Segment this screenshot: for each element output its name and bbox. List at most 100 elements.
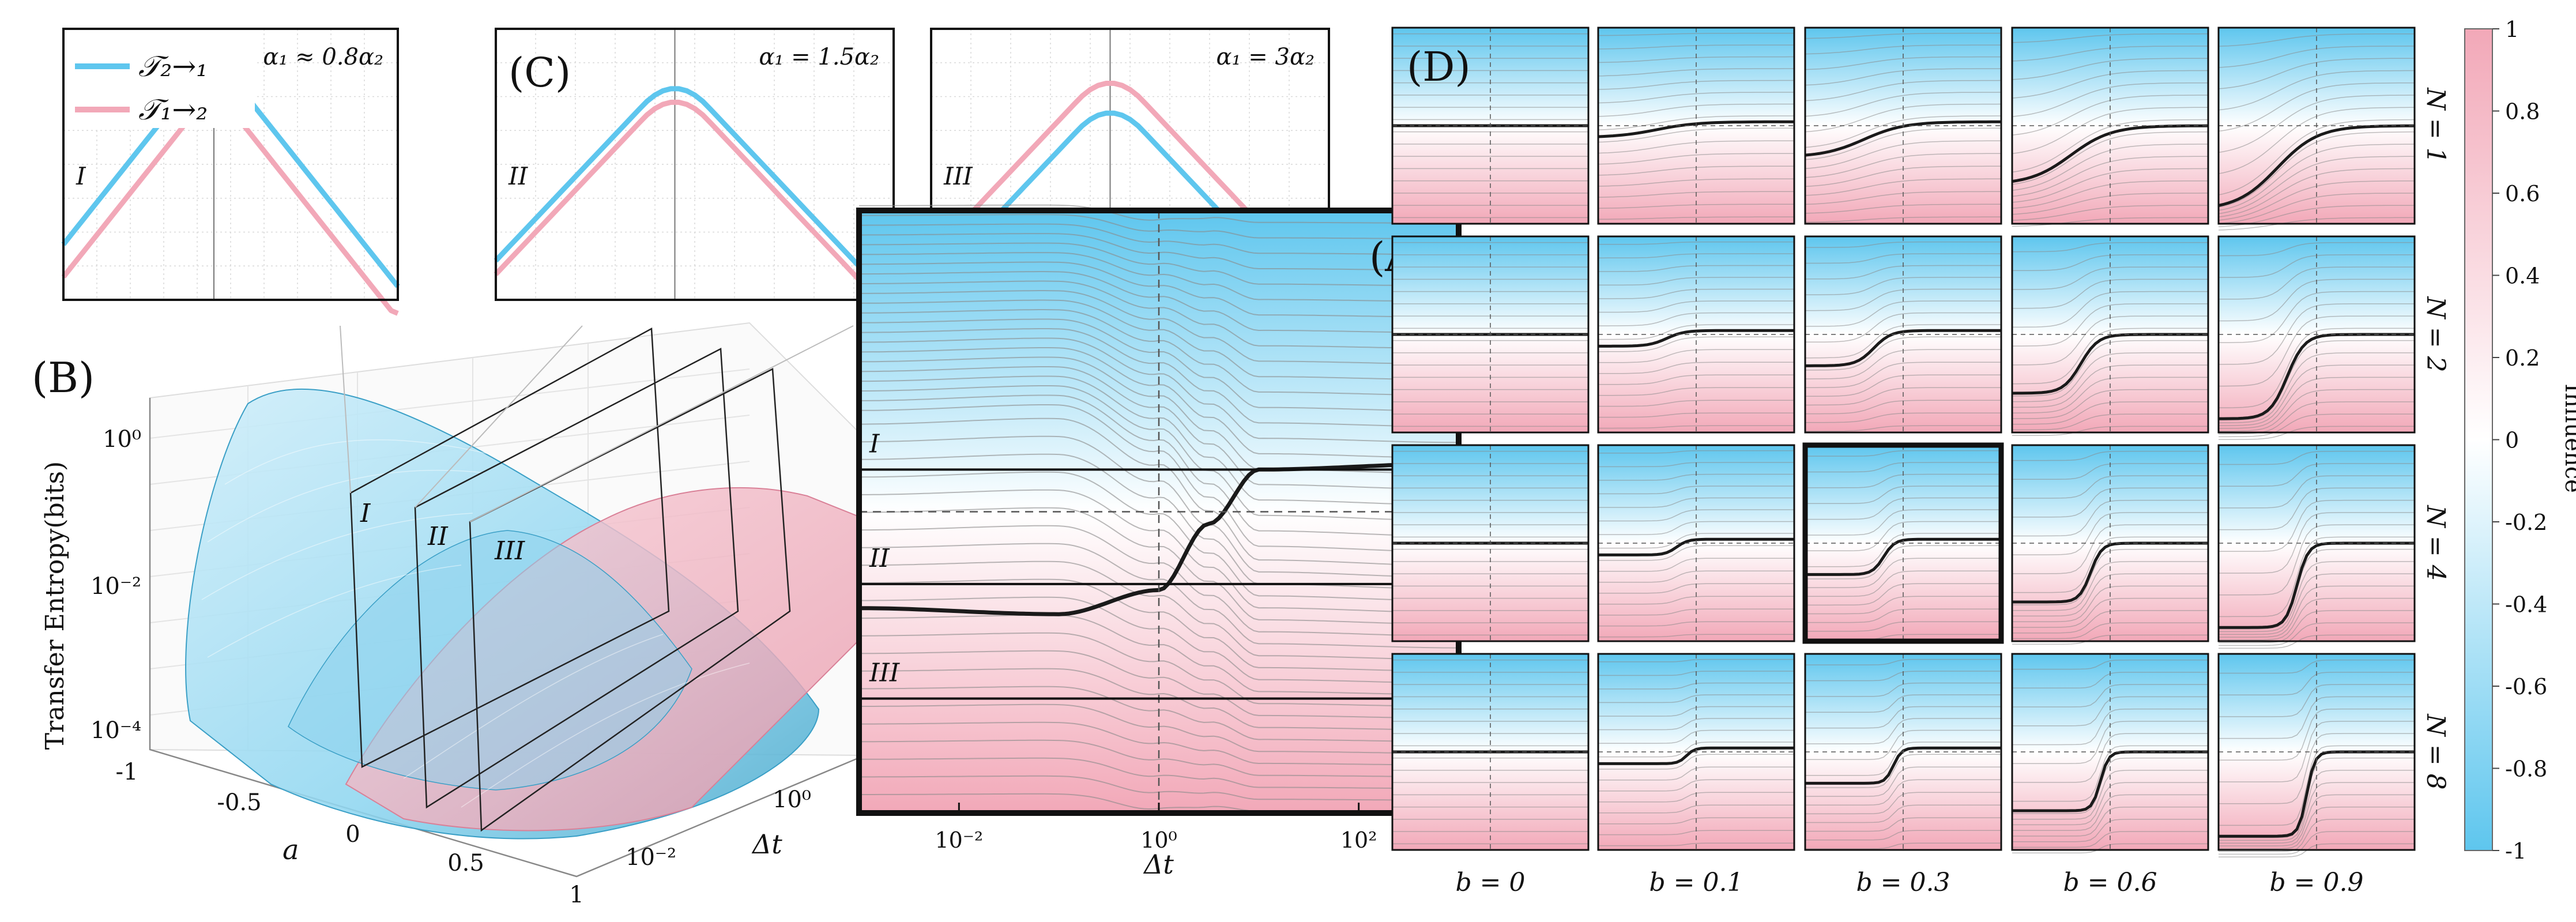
panel-d-column-label: b = 0 [1456, 868, 1526, 897]
panel-d-contour-line [1805, 115, 2001, 148]
panel-d-contour-line [1598, 362, 1794, 374]
panel-d-cell [2217, 235, 2416, 440]
panel-d-contour-line [1805, 216, 2001, 223]
panel-d-contour-line [1805, 842, 2001, 849]
panel-d-contour-line [1598, 153, 1794, 165]
panel-d-contour-line [1805, 754, 2001, 788]
colorbar-tick-label: 0.8 [2505, 99, 2540, 125]
panel-d-cell [1597, 444, 1795, 642]
panel-d-contour-line [1598, 178, 1794, 187]
panel-d-contour-line [2218, 352, 2415, 424]
panel-d-contour-line [1598, 68, 1794, 77]
panel-c-inset-frame [62, 28, 399, 301]
panel-b-slice-label: II [427, 522, 449, 551]
panel-b-dt-tick: 10⁻² [626, 844, 676, 871]
panel-d-contour-line [2012, 757, 2208, 814]
panel-d-contour-line [2012, 328, 2208, 385]
panel-d-column-label: b = 0.1 [1649, 868, 1743, 897]
panel-d-cell-frame [2011, 653, 2209, 851]
panel-b-slice-planes [349, 327, 791, 832]
panel-c-roman-label: II [508, 162, 529, 190]
panel-b-z-label: Transfer Entropy(bits) [40, 461, 70, 750]
panel-d-contour-line [1805, 312, 2001, 343]
panel-a-slice-label: I [869, 429, 880, 458]
panel-d-contour-line [1598, 545, 1794, 561]
panel-d-cell [2011, 653, 2209, 854]
panel-d-highlight-frame [1802, 442, 2004, 644]
panel-d-cell [1597, 27, 1795, 225]
panel-a-contour-line [859, 337, 1459, 443]
panel-d-contour-line [2219, 389, 2415, 432]
panel-c-annotation: α₁ ≈ 0.8α₂ [263, 44, 383, 70]
colorbar-tick-label: -1 [2505, 838, 2526, 864]
panel-a-contour-line [858, 668, 1459, 731]
panel-d-contour-line [2219, 597, 2415, 641]
panel-c-legend-label: 𝒯₁→₂ [138, 93, 208, 126]
panel-d-contour-line [1805, 68, 2001, 86]
panel-c-blue-curve [494, 86, 896, 305]
panel-d-column-label: b = 0.9 [2270, 868, 2364, 897]
panel-a-x-label: Δt [1143, 849, 1174, 880]
panel-d-contour-line [2012, 806, 2208, 837]
panel-d-contour-line [2219, 708, 2415, 761]
panel-d-contour-line [1805, 32, 2001, 39]
colorbar-tick-label: 1 [2505, 17, 2519, 42]
panel-d-contour-line [1805, 56, 2001, 70]
panel-d-cell [2217, 27, 2416, 231]
panel-b-z-tick: 10⁻² [91, 573, 141, 600]
panel-d-zero-contour [2218, 124, 2415, 207]
panel-d-contour-line [1805, 153, 2001, 178]
panel-b-blue-inner [288, 530, 692, 791]
panel-d-contour-line [1805, 596, 2001, 615]
panel-c-roman-label: III [943, 162, 973, 190]
panel-d-cell [1804, 235, 2002, 434]
panel-b-slice-label: III [494, 536, 526, 566]
panel-d-contour-line [2012, 58, 2208, 80]
panel-d-cell-frame [2011, 444, 2209, 642]
panel-d-contour-line [2012, 413, 2208, 431]
panel-d: N = 1 N = 2 N = 4 N = 8 b = 0 b = 0.1 b = 0.3 b… [1391, 27, 2450, 897]
panel-d-row-label: N = 1 [2421, 87, 2450, 163]
panel-d-contour-line [1805, 521, 2001, 552]
panel-b-a-label: a [283, 834, 299, 866]
panel-c-inset: α₁ ≈ 0.8α₂ I [61, 28, 400, 316]
panel-c-annotation: α₁ = 3α₂ [1217, 44, 1315, 70]
panel-d-cell-frame [1391, 444, 1590, 642]
colorbar-ticks: 1 0.8 0.6 0.4 0.2 0 -0.2 -0.4 -0.6 -0.8 -1 [2492, 17, 2547, 864]
panel-d-cell [1391, 235, 1590, 434]
panel-d-cell [1597, 653, 1795, 851]
panel-b-surface: I II III (B) Transfer Entropy(bits) 10⁰ … [32, 322, 865, 908]
panel-a-contour-line [858, 471, 1459, 602]
panel-d-contour-line [2012, 389, 2208, 419]
panel-b-z-tick: 10⁰ [103, 426, 141, 453]
panel-d-contour-line [2012, 708, 2208, 746]
panel-a-contour-line [859, 299, 1459, 381]
colorbar-tick-label: 0.2 [2505, 345, 2540, 371]
panel-d-contour-line [2219, 450, 2415, 465]
panel-d-contour-line [2012, 450, 2208, 461]
panel-b-a-tick: 0 [345, 821, 360, 848]
panel-d-contour-line [1805, 178, 2001, 196]
panel-d-cell [1391, 27, 1590, 225]
panel-d-zero-contour [2219, 333, 2415, 420]
panel-d-contour-line [1805, 694, 2001, 713]
panel-b-a-tick: -0.5 [217, 789, 261, 816]
panel-d-contour-line [2012, 107, 2209, 155]
panel-d-column-label: b = 0.6 [2063, 868, 2157, 897]
panel-d-contour-line [2219, 413, 2415, 438]
panel-d-cell-frame [2217, 653, 2416, 851]
panel-d-contour-line [1805, 92, 2002, 117]
panel-d-column-label: b = 0.3 [1856, 868, 1950, 897]
panel-a-contour-line [859, 204, 1459, 224]
panel-d-contour-line [1805, 336, 2001, 371]
panel-a-x-tick-label: 10² [1340, 827, 1377, 853]
panel-d-contour-line [2219, 794, 2415, 846]
panel-d-contour-line [1598, 277, 1794, 286]
panel-d-cell-frame [1804, 27, 2002, 225]
panel-a-contour-line [859, 242, 1459, 287]
panel-a-x-tick-label: 10⁰ [1140, 827, 1177, 853]
panel-d-cell [2217, 653, 2416, 857]
panel-d-zero-contour [1598, 329, 1794, 348]
colorbar-tick-label: 0.6 [2505, 181, 2540, 206]
